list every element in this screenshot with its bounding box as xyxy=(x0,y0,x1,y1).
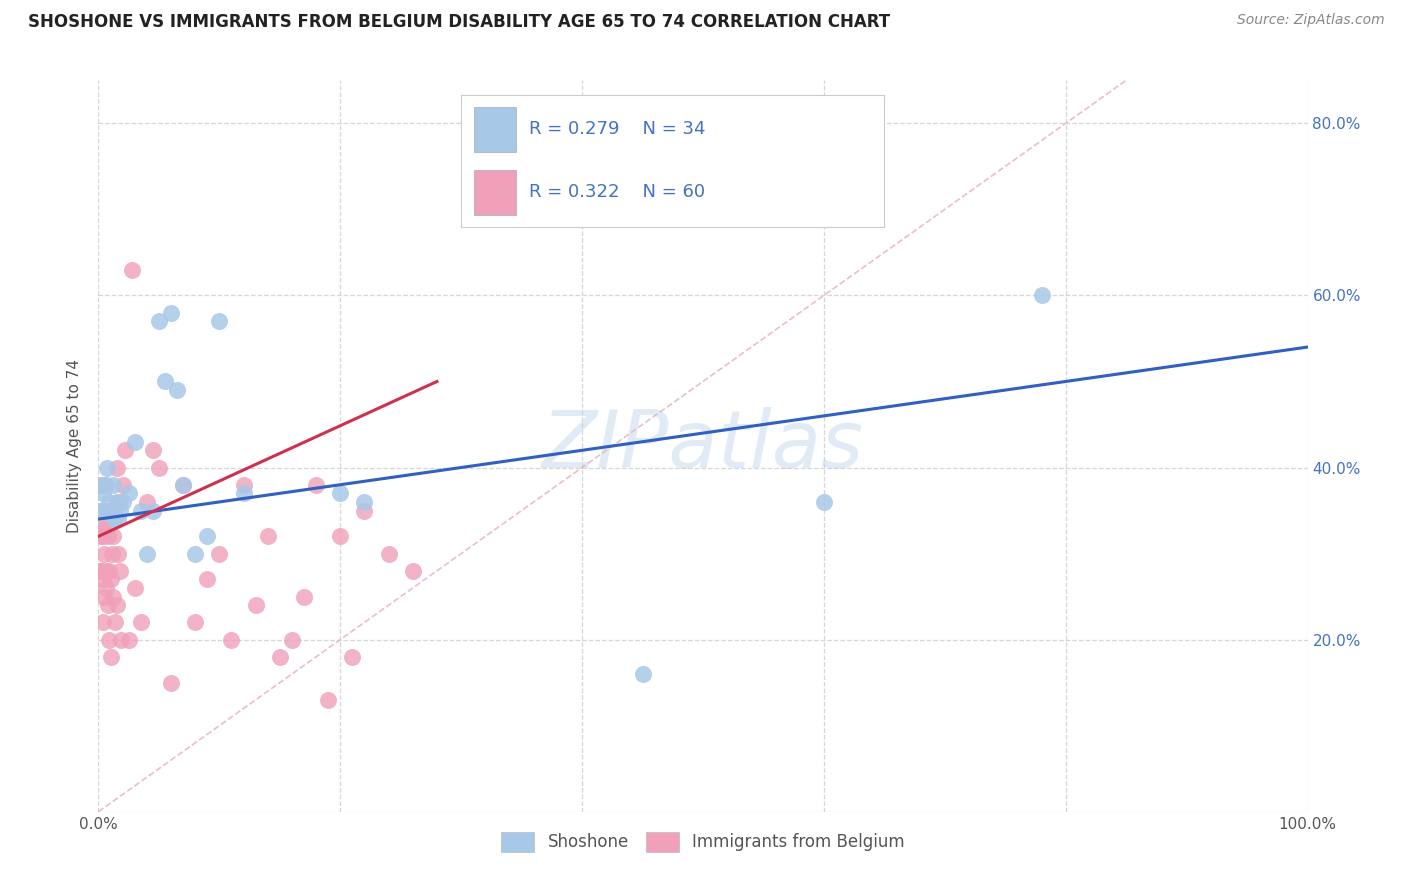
Point xyxy=(91,529,114,543)
Point xyxy=(98,564,121,578)
Text: SHOSHONE VS IMMIGRANTS FROM BELGIUM DISABILITY AGE 65 TO 74 CORRELATION CHART: SHOSHONE VS IMMIGRANTS FROM BELGIUM DISA… xyxy=(28,13,890,31)
Y-axis label: Disability Age 65 to 74: Disability Age 65 to 74 xyxy=(67,359,83,533)
Point xyxy=(98,632,121,647)
Point xyxy=(631,667,654,681)
Point xyxy=(195,529,218,543)
Point xyxy=(100,547,122,561)
Point xyxy=(232,486,254,500)
Point xyxy=(104,615,127,630)
Point xyxy=(135,495,157,509)
Point xyxy=(105,495,128,509)
Point xyxy=(813,495,835,509)
Point xyxy=(184,547,207,561)
Point xyxy=(91,615,114,630)
Point xyxy=(118,632,141,647)
Point xyxy=(208,547,231,561)
Point xyxy=(100,503,122,517)
Point xyxy=(208,314,231,328)
Point xyxy=(148,460,170,475)
Text: Source: ZipAtlas.com: Source: ZipAtlas.com xyxy=(1237,13,1385,28)
Point xyxy=(100,573,122,587)
Point xyxy=(103,512,125,526)
Point xyxy=(148,314,170,328)
Point xyxy=(103,503,125,517)
Point xyxy=(111,495,134,509)
Point xyxy=(98,495,121,509)
Point xyxy=(101,590,124,604)
Point xyxy=(245,598,267,612)
Point xyxy=(96,460,118,475)
Point xyxy=(96,503,118,517)
Point xyxy=(402,564,425,578)
Point xyxy=(166,383,188,397)
Point xyxy=(124,434,146,449)
Point xyxy=(90,477,112,491)
Point xyxy=(353,503,375,517)
Legend: Shoshone, Immigrants from Belgium: Shoshone, Immigrants from Belgium xyxy=(495,826,911,858)
Point xyxy=(107,512,129,526)
Point xyxy=(292,590,315,604)
Point xyxy=(129,615,152,630)
Point xyxy=(93,547,115,561)
Point xyxy=(160,675,183,690)
Point xyxy=(342,649,364,664)
Point xyxy=(305,477,328,491)
Point xyxy=(89,503,111,517)
Point xyxy=(93,590,115,604)
Point xyxy=(97,598,120,612)
Point xyxy=(91,573,114,587)
Point xyxy=(377,547,399,561)
Point xyxy=(124,581,146,595)
Point xyxy=(105,460,128,475)
Point xyxy=(110,632,132,647)
Point xyxy=(94,581,117,595)
Point xyxy=(96,564,118,578)
Point xyxy=(353,495,375,509)
Point xyxy=(101,477,124,491)
Point xyxy=(97,529,120,543)
Point xyxy=(1031,288,1053,302)
Point xyxy=(281,632,304,647)
Point xyxy=(195,573,218,587)
Point xyxy=(121,262,143,277)
Point xyxy=(91,521,114,535)
Point xyxy=(118,486,141,500)
Point xyxy=(93,503,115,517)
Point xyxy=(93,477,115,491)
Point xyxy=(91,486,114,500)
Point xyxy=(105,598,128,612)
Point xyxy=(91,503,114,517)
Point xyxy=(107,547,129,561)
Point xyxy=(108,564,131,578)
Point xyxy=(94,521,117,535)
Point xyxy=(129,503,152,517)
Point xyxy=(232,477,254,491)
Point xyxy=(221,632,243,647)
Point xyxy=(172,477,194,491)
Point xyxy=(153,375,176,389)
Point xyxy=(100,649,122,664)
Point xyxy=(91,564,114,578)
Point xyxy=(114,443,136,458)
Point xyxy=(142,443,165,458)
Point xyxy=(160,305,183,319)
Point xyxy=(184,615,207,630)
Point xyxy=(256,529,278,543)
Text: ZIPatlas: ZIPatlas xyxy=(541,407,865,485)
Point xyxy=(142,503,165,517)
Point xyxy=(172,477,194,491)
Point xyxy=(101,529,124,543)
Point xyxy=(329,529,352,543)
Point xyxy=(108,503,131,517)
Point xyxy=(89,564,111,578)
Point xyxy=(135,547,157,561)
Point xyxy=(316,693,339,707)
Point xyxy=(269,649,291,664)
Point xyxy=(329,486,352,500)
Point xyxy=(90,529,112,543)
Point xyxy=(94,477,117,491)
Point xyxy=(111,477,134,491)
Point xyxy=(97,503,120,517)
Point xyxy=(108,495,131,509)
